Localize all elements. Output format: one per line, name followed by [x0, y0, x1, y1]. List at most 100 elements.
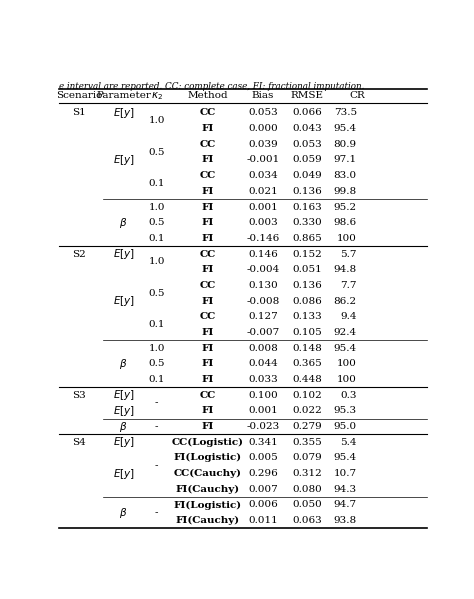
Text: FI: FI	[202, 265, 214, 274]
Text: 100: 100	[337, 359, 357, 368]
Text: 80.9: 80.9	[334, 140, 357, 149]
Text: 94.3: 94.3	[334, 485, 357, 494]
Text: 0.330: 0.330	[292, 218, 322, 227]
Text: 0.312: 0.312	[292, 469, 322, 478]
Text: -: -	[155, 422, 158, 431]
Text: -0.004: -0.004	[246, 265, 280, 274]
Text: FI: FI	[202, 359, 214, 368]
Text: S4: S4	[73, 438, 86, 447]
Text: 95.3: 95.3	[334, 406, 357, 415]
Text: S3: S3	[73, 391, 86, 400]
Text: FI: FI	[202, 297, 214, 305]
Text: CC: CC	[200, 312, 216, 321]
Text: 10.7: 10.7	[334, 469, 357, 478]
Text: 0.050: 0.050	[292, 501, 322, 510]
Text: 0.136: 0.136	[292, 281, 322, 290]
Text: 0.049: 0.049	[292, 171, 322, 180]
Text: $\beta$: $\beta$	[119, 419, 128, 434]
Text: 0.003: 0.003	[248, 218, 278, 227]
Text: 0.079: 0.079	[292, 453, 322, 462]
Text: 0.296: 0.296	[248, 469, 278, 478]
Text: FI: FI	[202, 218, 214, 227]
Text: 92.4: 92.4	[334, 328, 357, 337]
Text: CC: CC	[200, 140, 216, 149]
Text: 95.4: 95.4	[334, 453, 357, 462]
Text: 0.051: 0.051	[292, 265, 322, 274]
Text: 0.136: 0.136	[292, 187, 322, 196]
Text: $E[y]$: $E[y]$	[112, 467, 135, 480]
Text: FI: FI	[202, 406, 214, 415]
Text: 0.011: 0.011	[248, 516, 278, 525]
Text: 93.8: 93.8	[334, 516, 357, 525]
Text: 95.2: 95.2	[334, 202, 357, 211]
Text: 0.063: 0.063	[292, 516, 322, 525]
Text: S2: S2	[73, 250, 86, 259]
Text: 0.130: 0.130	[248, 281, 278, 290]
Text: -0.008: -0.008	[246, 297, 280, 305]
Text: -: -	[155, 398, 158, 407]
Text: $E[y]$: $E[y]$	[112, 294, 135, 308]
Text: FI: FI	[202, 202, 214, 211]
Text: 0.039: 0.039	[248, 140, 278, 149]
Text: 0.365: 0.365	[292, 359, 322, 368]
Text: 95.0: 95.0	[334, 422, 357, 431]
Text: 83.0: 83.0	[334, 171, 357, 180]
Text: e interval are reported. CC: complete case, FI: fractional imputation.: e interval are reported. CC: complete ca…	[59, 82, 365, 91]
Text: -: -	[155, 509, 158, 518]
Text: 0.044: 0.044	[248, 359, 278, 368]
Text: 0.1: 0.1	[148, 375, 165, 384]
Text: $E[y]$: $E[y]$	[112, 247, 135, 261]
Text: 0.127: 0.127	[248, 312, 278, 321]
Text: FI(Logistic): FI(Logistic)	[174, 500, 242, 510]
Text: 99.8: 99.8	[334, 187, 357, 196]
Text: 98.6: 98.6	[334, 218, 357, 227]
Text: FI(Cauchy): FI(Cauchy)	[176, 485, 240, 494]
Text: 1.0: 1.0	[148, 344, 165, 353]
Text: $E[y]$: $E[y]$	[112, 106, 135, 120]
Text: 0.102: 0.102	[292, 391, 322, 400]
Text: 0.279: 0.279	[292, 422, 322, 431]
Text: 0.053: 0.053	[292, 140, 322, 149]
Text: 1.0: 1.0	[148, 202, 165, 211]
Text: 0.105: 0.105	[292, 328, 322, 337]
Text: 86.2: 86.2	[334, 297, 357, 305]
Text: 0.080: 0.080	[292, 485, 322, 494]
Text: 0.001: 0.001	[248, 406, 278, 415]
Text: 5.7: 5.7	[340, 250, 357, 259]
Text: 0.148: 0.148	[292, 344, 322, 353]
Text: 0.133: 0.133	[292, 312, 322, 321]
Text: CC: CC	[200, 391, 216, 400]
Text: 0.448: 0.448	[292, 375, 322, 384]
Text: FI: FI	[202, 187, 214, 196]
Text: FI: FI	[202, 124, 214, 133]
Text: 0.5: 0.5	[148, 218, 165, 227]
Text: 0.022: 0.022	[292, 406, 322, 415]
Text: CC(Cauchy): CC(Cauchy)	[174, 469, 242, 478]
Text: 0.5: 0.5	[148, 147, 165, 156]
Text: $E[y]$: $E[y]$	[112, 435, 135, 449]
Text: CC: CC	[200, 171, 216, 180]
Text: $\kappa_2$: $\kappa_2$	[151, 90, 163, 102]
Text: 0.033: 0.033	[248, 375, 278, 384]
Text: 0.341: 0.341	[248, 438, 278, 447]
Text: FI(Cauchy): FI(Cauchy)	[176, 516, 240, 525]
Text: 95.4: 95.4	[334, 344, 357, 353]
Text: FI: FI	[202, 375, 214, 384]
Text: FI(Logistic): FI(Logistic)	[174, 453, 242, 462]
Text: 0.034: 0.034	[248, 171, 278, 180]
Text: 0.059: 0.059	[292, 156, 322, 165]
Text: 0.053: 0.053	[248, 108, 278, 117]
Text: $\beta$: $\beta$	[119, 357, 128, 371]
Text: 1.0: 1.0	[148, 258, 165, 267]
Text: -0.023: -0.023	[246, 422, 280, 431]
Text: CR: CR	[349, 92, 365, 101]
Text: CC(Logistic): CC(Logistic)	[172, 438, 244, 447]
Text: 94.7: 94.7	[334, 501, 357, 510]
Text: 0.008: 0.008	[248, 344, 278, 353]
Text: S1: S1	[73, 108, 86, 117]
Text: Parameter: Parameter	[96, 92, 151, 101]
Text: 0.1: 0.1	[148, 320, 165, 329]
Text: $E[y]$: $E[y]$	[112, 153, 135, 167]
Text: Bias: Bias	[252, 92, 274, 101]
Text: FI: FI	[202, 156, 214, 165]
